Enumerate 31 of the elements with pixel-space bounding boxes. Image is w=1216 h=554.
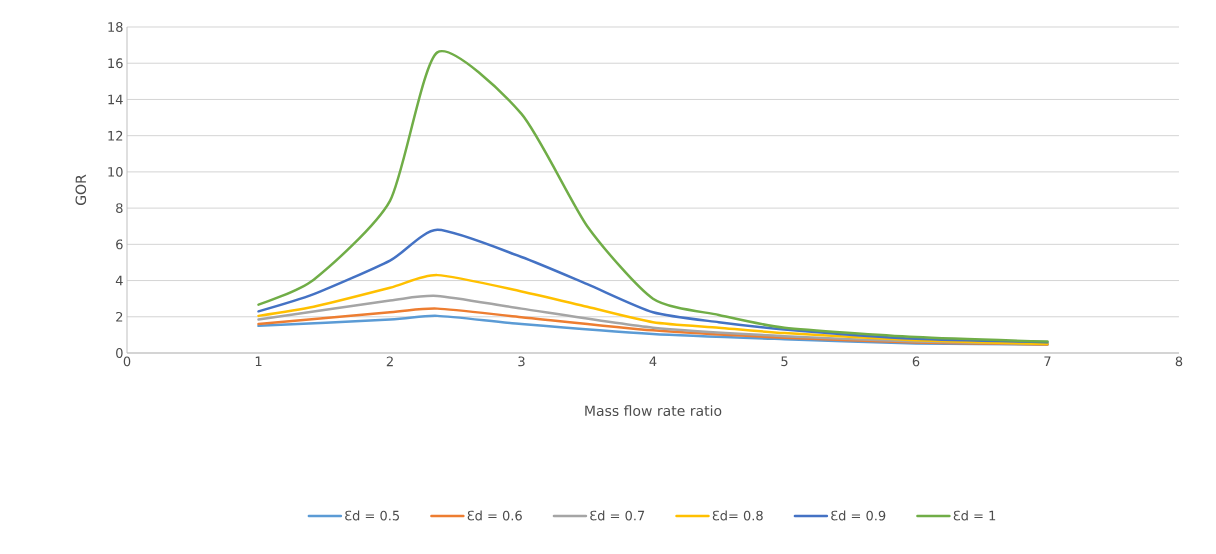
- y-tick-label: 16: [108, 58, 123, 69]
- y-tick-label: 8: [116, 203, 123, 214]
- x-tick-label: 3: [518, 356, 525, 367]
- legend-label: Ɛd = 0.6: [467, 510, 522, 521]
- x-tick-label: 1: [255, 356, 262, 366]
- legend-label: Ɛd = 0.5: [345, 510, 400, 521]
- line-series: [257, 50, 1049, 343]
- x-tick-label: 2: [386, 356, 393, 367]
- y-tick-label: 14: [108, 94, 123, 105]
- line-series: [257, 273, 1049, 346]
- y-tick-label: 10: [108, 166, 123, 177]
- x-axis-title: Mass flow rate ratio: [585, 405, 722, 417]
- legend-label: Ɛd = 0.7: [590, 510, 645, 521]
- y-tick-label: 2: [116, 311, 123, 322]
- legend-label: Ɛd= 0.8: [712, 510, 763, 521]
- x-tick-label: 5: [781, 356, 788, 367]
- y-tick-label: 18: [108, 22, 123, 32]
- y-tick-label: 0: [116, 348, 123, 358]
- x-tick-label: 0: [123, 356, 131, 367]
- line-series: [257, 228, 1049, 344]
- y-axis-title: GOR: [75, 174, 87, 206]
- x-tick-label: 7: [1044, 356, 1051, 366]
- x-tick-label: 8: [1175, 356, 1183, 367]
- x-tick-label: 4: [649, 356, 657, 366]
- legend-label: Ɛd = 1: [953, 510, 996, 521]
- y-tick-label: 4: [115, 275, 123, 286]
- legend-label: Ɛd = 0.9: [831, 510, 886, 521]
- line-series: [257, 307, 1049, 346]
- y-tick-label: 6: [116, 239, 123, 250]
- y-tick-label: 12: [108, 130, 123, 141]
- x-tick-label: 6: [912, 356, 920, 367]
